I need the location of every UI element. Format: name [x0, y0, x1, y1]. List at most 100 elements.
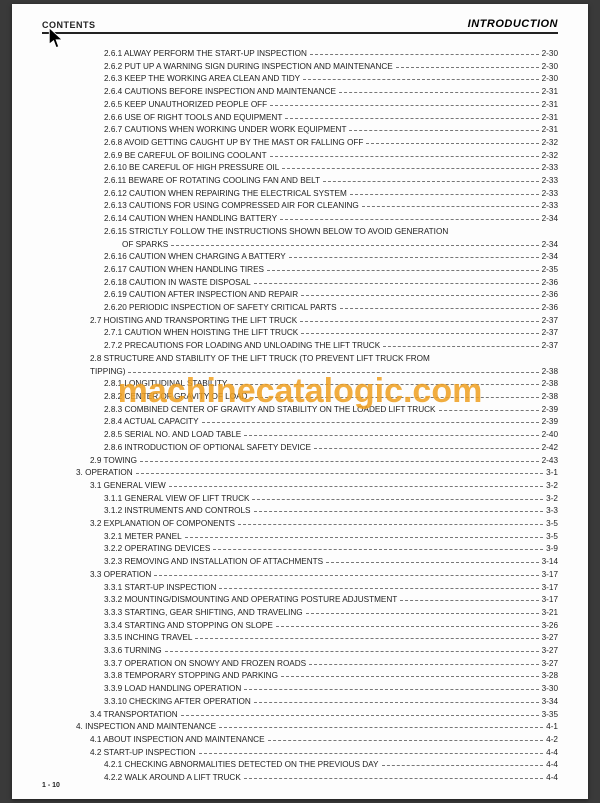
toc-label: 4.2.1 CHECKING ABNORMALITIES DETECTED ON… — [42, 759, 379, 772]
toc-leader-dots — [181, 709, 539, 716]
toc-leader-dots — [301, 327, 538, 334]
toc-page: 3-2 — [546, 493, 558, 506]
toc-leader-dots — [219, 721, 543, 728]
toc-row: 3.2 EXPLANATION OF COMPONENTS 3-5 — [42, 518, 558, 531]
toc-page: 2-33 — [542, 188, 558, 201]
toc-leader-dots — [199, 747, 544, 754]
toc-leader-dots — [439, 404, 539, 411]
toc-label: 3.3.2 MOUNTING/DISMOUNTING AND OPERATING… — [42, 594, 397, 607]
toc-label: 2.6.7 CAUTIONS WHEN WORKING UNDER WORK E… — [42, 124, 346, 137]
toc-leader-dots — [270, 150, 539, 157]
toc-page: 2-36 — [542, 277, 558, 290]
toc-page: 3-14 — [542, 556, 558, 569]
toc-row: 2.6.1 ALWAY PERFORM THE START-UP INSPECT… — [42, 48, 558, 61]
toc-label: 4.1 ABOUT INSPECTION AND MAINTENANCE — [42, 734, 265, 747]
toc-row: 3.3.4 STARTING AND STOPPING ON SLOPE3-26 — [42, 620, 558, 633]
toc-row: 2.6.3 KEEP THE WORKING AREA CLEAN AND TI… — [42, 73, 558, 86]
toc-leader-dots — [230, 378, 538, 385]
toc-page: 2-32 — [542, 137, 558, 150]
toc-label: 2.7.1 CAUTION WHEN HOISTING THE LIFT TRU… — [42, 327, 298, 340]
toc-page: 3-5 — [546, 531, 558, 544]
toc-row: 3.4 TRANSPORTATION3-35 — [42, 709, 558, 722]
toc-row: 3.1.2 INSTRUMENTS AND CONTROLS3-3 — [42, 505, 558, 518]
toc-row: 2.7.2 PRECAUTIONS FOR LOADING AND UNLOAD… — [42, 340, 558, 353]
toc-page: 2-33 — [542, 162, 558, 175]
toc-page: 2-42 — [542, 442, 558, 455]
toc-leader-dots — [310, 48, 539, 55]
toc-row: 3.3.6 TURNING3-27 — [42, 645, 558, 658]
toc-page: 3-17 — [542, 594, 558, 607]
toc-label: 2.6.3 KEEP THE WORKING AREA CLEAN AND TI… — [42, 73, 300, 86]
toc-row: 2.6.11 BEWARE OF ROTATING COOLING FAN AN… — [42, 175, 558, 188]
toc-leader-dots — [362, 200, 539, 207]
toc-label: 2.7 HOISTING AND TRANSPORTING THE LIFT T… — [42, 315, 297, 328]
toc-page: 2-30 — [542, 73, 558, 86]
toc-row: 2.6.15 STRICTLY FOLLOW THE INSTRUCTIONS … — [42, 226, 558, 239]
toc-leader-dots — [171, 239, 538, 246]
toc-page: 3-17 — [542, 582, 558, 595]
toc-row: 4.2.2 WALK AROUND A LIFT TRUCK4-4 — [42, 772, 558, 785]
toc-leader-dots — [350, 188, 539, 195]
page-header: CONTENTS INTRODUCTION — [42, 18, 558, 34]
toc-page: 3-28 — [542, 670, 558, 683]
toc-row: 3.3.8 TEMPORARY STOPPING AND PARKING3-28 — [42, 670, 558, 683]
toc-row: 3.2.3 REMOVING AND INSTALLATION OF ATTAC… — [42, 556, 558, 569]
toc-row: 2.6.12 CAUTION WHEN REPAIRING THE ELECTR… — [42, 188, 558, 201]
toc-leader-dots — [250, 391, 538, 398]
toc-page: 3-34 — [542, 696, 558, 709]
toc-page: 2-43 — [542, 455, 558, 468]
toc-label: 3.2 EXPLANATION OF COMPONENTS — [42, 518, 235, 531]
toc-leader-dots — [276, 620, 539, 627]
toc-leader-dots — [323, 175, 539, 182]
toc-label: 3.2.2 OPERATING DEVICES — [42, 543, 210, 556]
toc-row: 3.2.1 METER PANEL3-5 — [42, 531, 558, 544]
toc-label: OF SPARKS — [42, 239, 168, 252]
toc-label: 3.3.3 STARTING, GEAR SHIFTING, AND TRAVE… — [42, 607, 303, 620]
toc-page: 2-34 — [542, 239, 558, 252]
toc-label: 2.6.20 PERIODIC INSPECTION OF SAFETY CRI… — [42, 302, 337, 315]
toc-row: 3.3.3 STARTING, GEAR SHIFTING, AND TRAVE… — [42, 607, 558, 620]
toc-page: 3-5 — [546, 518, 558, 531]
toc-page: 3-27 — [542, 645, 558, 658]
toc-row: 4.2.1 CHECKING ABNORMALITIES DETECTED ON… — [42, 759, 558, 772]
toc-row: 2.6.4 CAUTIONS BEFORE INSPECTION AND MAI… — [42, 86, 558, 99]
toc-page: 2-35 — [542, 264, 558, 277]
toc-label: TIPPING) — [42, 366, 125, 379]
toc-leader-dots — [270, 99, 538, 106]
toc-label: 3.1.2 INSTRUMENTS AND CONTROLS — [42, 505, 251, 518]
toc-page: 3-27 — [542, 658, 558, 671]
toc-label: 2.8.6 INTRODUCTION OF OPTIONAL SAFETY DE… — [42, 442, 311, 455]
toc-page: 4-2 — [546, 734, 558, 747]
toc-label: 2.7.2 PRECAUTIONS FOR LOADING AND UNLOAD… — [42, 340, 380, 353]
toc-leader-dots — [213, 543, 543, 550]
toc-label: 4.2.2 WALK AROUND A LIFT TRUCK — [42, 772, 241, 785]
toc-leader-dots — [281, 670, 539, 677]
toc-row: 3.1 GENERAL VIEW3-2 — [42, 480, 558, 493]
toc-page: 2-39 — [542, 404, 558, 417]
toc-leader-dots — [136, 467, 543, 474]
toc-label: 3.3.7 OPERATION ON SNOWY AND FROZEN ROAD… — [42, 658, 306, 671]
toc-label: 3.3.5 INCHING TRAVEL — [42, 632, 192, 645]
toc-leader-dots — [314, 442, 539, 449]
toc-label: 2.6.15 STRICTLY FOLLOW THE INSTRUCTIONS … — [42, 226, 448, 239]
toc-page: 4-4 — [546, 747, 558, 760]
toc-page: 3-27 — [542, 632, 558, 645]
toc-label: 2.6.5 KEEP UNAUTHORIZED PEOPLE OFF — [42, 99, 267, 112]
toc-page: 2-37 — [542, 327, 558, 340]
toc-page: 2-31 — [542, 99, 558, 112]
toc-row: 2.6.16 CAUTION WHEN CHARGING A BATTERY2-… — [42, 251, 558, 264]
toc-page: 4-4 — [546, 759, 558, 772]
toc-row: 3.3.9 LOAD HANDLING OPERATION 3-30 — [42, 683, 558, 696]
toc-label: 3.3.9 LOAD HANDLING OPERATION — [42, 683, 241, 696]
toc-label: 2.6.8 AVOID GETTING CAUGHT UP BY THE MAS… — [42, 137, 363, 150]
toc-page: 2-31 — [542, 124, 558, 137]
toc-page: 2-31 — [542, 112, 558, 125]
toc-leader-dots — [254, 277, 539, 284]
toc-label: 2.6.11 BEWARE OF ROTATING COOLING FAN AN… — [42, 175, 320, 188]
toc-label: 2.8.5 SERIAL NO. AND LOAD TABLE — [42, 429, 241, 442]
toc-leader-dots — [244, 772, 543, 779]
toc-page: 2-36 — [542, 302, 558, 315]
toc-page: 3-30 — [542, 683, 558, 696]
toc-row: OF SPARKS 2-34 — [42, 239, 558, 252]
toc-page: 2-36 — [542, 289, 558, 302]
